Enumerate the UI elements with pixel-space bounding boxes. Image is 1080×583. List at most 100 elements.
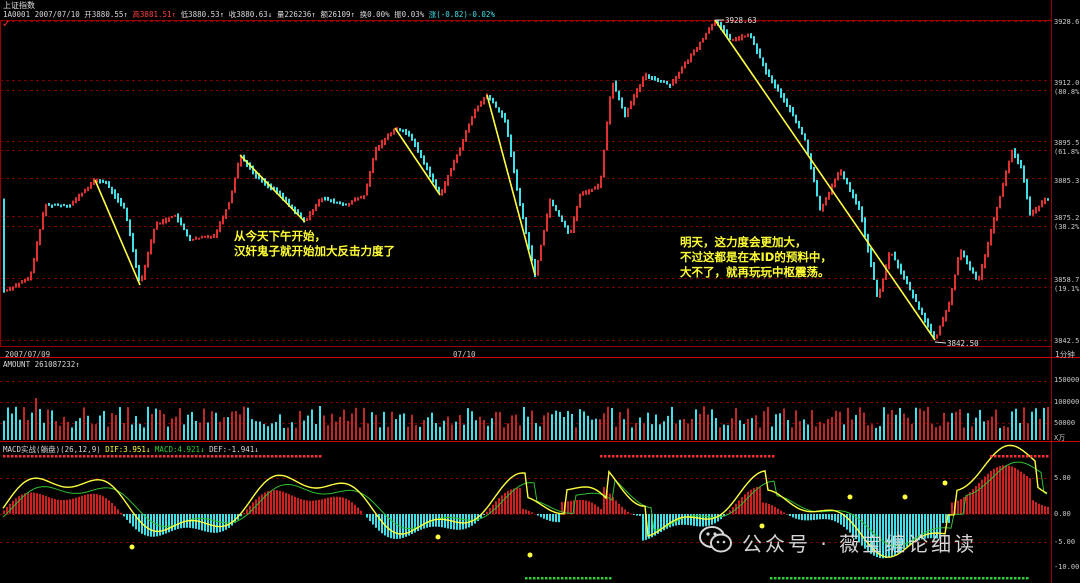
volume-bar <box>207 422 209 440</box>
price-candle <box>657 77 659 83</box>
signal-dot <box>319 455 322 458</box>
price-candle <box>921 307 923 315</box>
signal-point <box>847 494 853 500</box>
period-button[interactable]: 1分钟 <box>1055 350 1075 359</box>
macd-bar <box>105 498 107 514</box>
price-candle <box>93 178 95 185</box>
macd-bar <box>111 502 113 514</box>
price-candle <box>693 49 695 56</box>
volume-bar <box>143 427 145 440</box>
price-candle <box>858 200 860 210</box>
price-candle <box>402 129 404 133</box>
macd-bar <box>483 514 485 515</box>
volume-bar <box>783 408 785 440</box>
price-candle <box>636 88 638 98</box>
signal-dot <box>624 455 627 458</box>
volume-bar <box>539 426 541 440</box>
signal-dot <box>533 577 536 580</box>
volume-bar <box>739 420 741 440</box>
price-candle <box>96 179 98 183</box>
volume-label: AMOUNT 261087232↑ <box>3 360 80 369</box>
price-candle <box>675 75 677 84</box>
signal-dot <box>199 455 202 458</box>
macd-bar <box>588 501 590 514</box>
volume-bar <box>199 422 201 440</box>
signal-dot <box>998 455 1001 458</box>
price-candle <box>669 83 671 88</box>
price-candle <box>1032 209 1034 216</box>
price-candle <box>414 138 416 148</box>
price-candle <box>624 106 626 118</box>
volume-bar <box>459 415 461 440</box>
volume-bar <box>139 423 141 440</box>
price-candle <box>747 33 749 38</box>
volume-bar <box>571 413 573 440</box>
price-candle <box>957 257 959 276</box>
price-candle <box>780 88 782 98</box>
price-candle <box>696 46 698 52</box>
price-candle <box>522 203 524 220</box>
price-candle <box>759 48 761 59</box>
signal-dot <box>63 455 66 458</box>
macd-bar <box>741 497 743 514</box>
macd-bar <box>822 514 824 520</box>
macd-bar <box>918 514 920 541</box>
volume-bar <box>879 426 881 440</box>
amount-value: 额26109↑ <box>320 10 356 19</box>
volume-bar <box>19 419 21 440</box>
price-candle <box>318 198 320 207</box>
price-candle <box>294 206 296 215</box>
price-candle <box>816 179 818 197</box>
macd-bar <box>600 509 602 514</box>
macd-bar <box>324 498 326 514</box>
macd-bar <box>102 496 104 514</box>
signal-point <box>129 544 135 550</box>
volume-bar <box>175 416 177 440</box>
price-candle <box>699 41 701 50</box>
price-candle <box>363 195 365 200</box>
volume-bar <box>287 427 289 440</box>
macd-bar <box>579 499 581 514</box>
signal-dot <box>11 455 14 458</box>
macd-bar <box>663 514 665 531</box>
macd-bar <box>813 514 815 520</box>
macd-bar <box>702 514 704 527</box>
volume-bar <box>283 427 285 440</box>
price-candle <box>204 235 206 238</box>
volume-unit: X万 <box>1054 434 1066 442</box>
signal-dot <box>728 455 731 458</box>
macd-bar <box>780 510 782 514</box>
signal-dot <box>135 455 138 458</box>
price-candle <box>348 202 350 207</box>
price-candle <box>114 189 116 199</box>
macd-bar <box>231 514 233 526</box>
volume-bar <box>83 407 85 440</box>
signal-dot <box>263 455 266 458</box>
macd-bar <box>336 496 338 514</box>
volume-bar <box>903 413 905 440</box>
signal-dot <box>203 455 206 458</box>
signal-dot <box>223 455 226 458</box>
price-panel-frame <box>0 20 1052 347</box>
signal-dot <box>894 577 897 580</box>
volume-bar <box>159 410 161 440</box>
volume-bar <box>435 423 437 440</box>
price-candle <box>429 166 431 178</box>
macd-bar <box>303 499 305 514</box>
macd-bar <box>864 514 866 549</box>
volume-tick: 150000 <box>1054 376 1080 384</box>
volume-bar <box>1043 407 1045 440</box>
price-candle <box>507 119 509 138</box>
macd-bar <box>408 514 410 536</box>
volume-bar <box>575 427 577 440</box>
price-candle <box>213 233 215 239</box>
price-candle <box>345 203 347 206</box>
volume-bar <box>135 416 137 440</box>
price-candle <box>933 331 935 339</box>
signal-dot <box>311 455 314 458</box>
macd-bar <box>843 514 845 527</box>
check-icon: ✓ <box>2 19 11 30</box>
price-candle <box>147 251 149 268</box>
macd-bar <box>354 504 356 514</box>
